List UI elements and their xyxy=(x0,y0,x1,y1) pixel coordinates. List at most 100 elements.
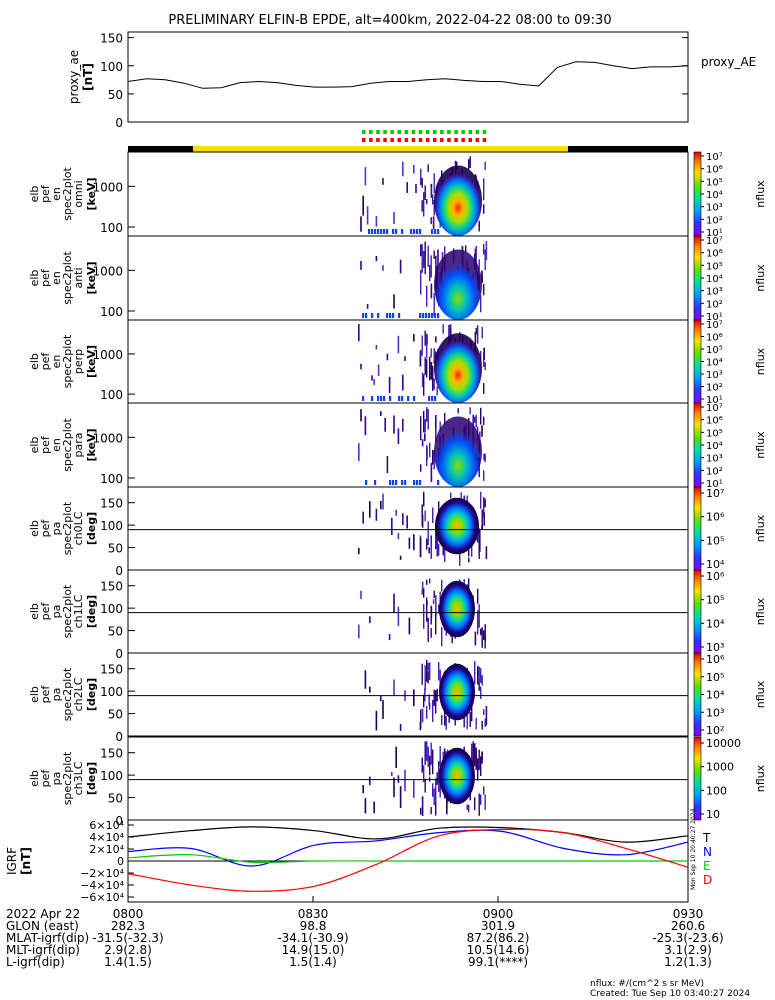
pa-speckle xyxy=(369,501,371,518)
spec-ytick-label: 100 xyxy=(100,472,123,486)
spec-speckle xyxy=(475,327,477,335)
pa-ytick-label: 50 xyxy=(108,625,123,639)
pa-speckle xyxy=(468,549,470,557)
pa-speckle xyxy=(466,709,468,730)
orbit-row-value: 1.2(1.3) xyxy=(664,955,712,969)
pa-colorbar-label: 10⁶ xyxy=(706,511,725,524)
pa-colorbar xyxy=(693,569,702,654)
pa-ytick-label: 150 xyxy=(100,747,123,761)
pa-panel-frame xyxy=(127,569,689,654)
spec-speckle xyxy=(424,241,426,258)
pa-ylabel-2: pa xyxy=(50,522,63,536)
ae-ytick-label: 50 xyxy=(108,88,123,102)
spec-colorbar-title: nflux xyxy=(754,347,767,375)
spec-speckle xyxy=(429,264,431,282)
pa-speckle xyxy=(478,604,480,628)
orbit-row-value: -34.1(-30.9) xyxy=(277,931,348,945)
spec-speckle xyxy=(421,259,423,273)
pa-speckle xyxy=(483,709,485,715)
spec-speckle xyxy=(469,156,471,168)
spec-low-energy-strip xyxy=(386,229,389,234)
pa-speckle xyxy=(432,749,434,775)
spec-speckle xyxy=(480,295,482,313)
orbit-row-label: 2022 Apr 22 xyxy=(6,907,80,921)
pa-speckle xyxy=(421,589,423,595)
quality-marker-green xyxy=(383,130,387,134)
igrf-legend-D: D xyxy=(703,873,712,887)
quality-marker-red xyxy=(376,138,380,142)
footer-created: Created: Tue Sep 10 03:40:27 2024 xyxy=(590,989,750,999)
spec-speckle xyxy=(478,223,480,232)
pa-speckle xyxy=(429,662,431,680)
spec-speckle xyxy=(430,187,432,197)
spec-speckle xyxy=(439,421,441,432)
igrf-line-D xyxy=(127,828,689,892)
spec-low-energy-strip xyxy=(389,480,392,485)
pa-speckle xyxy=(438,662,440,681)
spec-speckle xyxy=(433,250,435,259)
pa-main-enhancement xyxy=(439,663,475,721)
pa-speckle xyxy=(413,534,415,551)
orbit-row-value: 1.4(1.5) xyxy=(104,955,152,969)
spec-speckle xyxy=(433,450,435,470)
spec-speckle xyxy=(483,178,485,201)
pa-speckle xyxy=(480,628,482,636)
spec-speckle xyxy=(426,444,428,466)
spec-ylabel-3: spec2plot xyxy=(61,418,74,472)
pa-ytick-label: 100 xyxy=(100,602,123,616)
igrf-legend-N: N xyxy=(703,845,712,859)
pa-speckle xyxy=(393,777,395,798)
pa-speckle xyxy=(427,662,429,671)
pa-speckle xyxy=(480,491,482,509)
spec-speckle xyxy=(484,249,486,271)
spec-speckle xyxy=(457,408,459,414)
spec-speckle xyxy=(423,374,425,396)
pa-speckle xyxy=(399,555,402,560)
orbit-row-value: 10.5(14.6) xyxy=(467,943,530,957)
pa-speckle xyxy=(439,669,441,691)
pa-ylabel-0: elb xyxy=(28,686,41,703)
spec-ylabel-0: elb xyxy=(28,186,41,203)
spec-speckle xyxy=(427,409,429,430)
spec-speckle xyxy=(360,409,362,422)
pa-ytick-label: 150 xyxy=(100,663,123,677)
spec-low-energy-strip xyxy=(383,396,386,401)
spec-speckle xyxy=(375,344,378,350)
spec-speckle xyxy=(384,417,386,432)
spec-speckle xyxy=(358,443,360,462)
igrf-ytick-label: 2×10⁴ xyxy=(89,843,124,856)
pa-speckle xyxy=(441,714,443,726)
spec-speckle xyxy=(377,364,380,377)
quality-marker-red xyxy=(369,138,373,142)
ae-y-label-line1: proxy_ae xyxy=(67,50,81,104)
spec-speckle xyxy=(360,363,362,370)
pa-colorbar-title: nflux xyxy=(754,514,767,542)
pa-speckle xyxy=(391,771,393,777)
pa-colorbar-title: nflux xyxy=(754,597,767,625)
quality-marker-red xyxy=(475,138,480,142)
pa-speckle xyxy=(428,547,430,554)
spec-low-energy-strip xyxy=(431,313,434,318)
quality-marker-green xyxy=(482,130,487,134)
quality-marker-green xyxy=(404,130,409,134)
pa-speckle xyxy=(475,718,477,730)
spec-speckle xyxy=(436,386,438,396)
pa-colorbar-group: 10⁶ 10⁵ 10⁴ 10³ 10² nflux xyxy=(693,652,767,737)
pa-speckle xyxy=(408,537,411,549)
spec-low-energy-strip xyxy=(392,229,395,234)
pa-colorbar xyxy=(693,486,702,571)
pa-speckle xyxy=(480,756,482,776)
pa-speckle xyxy=(435,528,437,547)
igrf-ytick-label: 0 xyxy=(117,855,124,868)
quality-bar-bad-left xyxy=(128,146,193,152)
pa-speckle xyxy=(391,517,393,535)
spec-speckle xyxy=(424,330,426,346)
spec-colorbar xyxy=(693,402,702,488)
spec-speckle xyxy=(427,164,429,172)
pa-speckle xyxy=(438,604,440,614)
pa-speckle xyxy=(406,515,408,529)
